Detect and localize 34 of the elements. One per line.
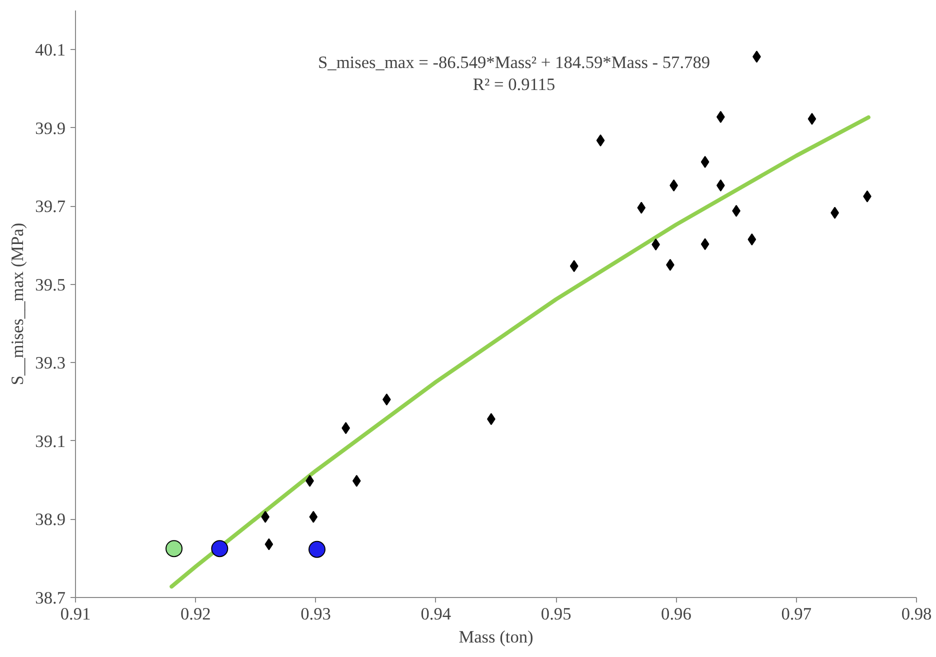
y-tick-label: 39.5 xyxy=(35,275,66,294)
x-tick-label: 0.97 xyxy=(781,604,812,624)
y-tick-label: 39.7 xyxy=(35,197,66,216)
x-tick-label: 0.92 xyxy=(180,604,211,624)
y-tick-label: 39.3 xyxy=(35,354,66,373)
x-tick-label: 0.96 xyxy=(661,604,692,624)
point xyxy=(637,202,646,214)
point xyxy=(570,260,578,272)
y-tick-label: 39.9 xyxy=(35,118,66,138)
y-axis-title: S__mises__max (MPa) xyxy=(8,222,28,386)
annotation: S_mises_max = -86.549*Mass² + 184.59*Mass - 57.789 xyxy=(318,53,710,72)
x-axis-title: Mass (ton) xyxy=(458,628,534,646)
point xyxy=(352,474,361,487)
point xyxy=(748,233,756,246)
x-tick-label: 0.98 xyxy=(901,604,932,624)
point xyxy=(211,540,228,558)
point xyxy=(700,156,710,168)
x-tick-label: 0.94 xyxy=(420,604,452,624)
y-tick-label: 38.7 xyxy=(35,588,66,608)
point xyxy=(808,112,816,125)
line-series xyxy=(170,115,870,589)
point xyxy=(309,510,318,523)
point xyxy=(166,540,183,558)
y-tick-label: 39.1 xyxy=(35,432,66,451)
y-tick-label: 40.1 xyxy=(35,40,66,60)
point xyxy=(264,538,274,550)
annotation: R² = 0.9115 xyxy=(472,75,556,94)
point xyxy=(596,134,605,146)
point xyxy=(700,238,710,250)
x-tick-label: 0.93 xyxy=(300,604,331,624)
y-tick-label: 38.9 xyxy=(35,510,66,530)
x-tick-label: 0.95 xyxy=(540,604,572,624)
x-tick-label: 0.91 xyxy=(60,604,91,624)
point xyxy=(308,540,326,558)
